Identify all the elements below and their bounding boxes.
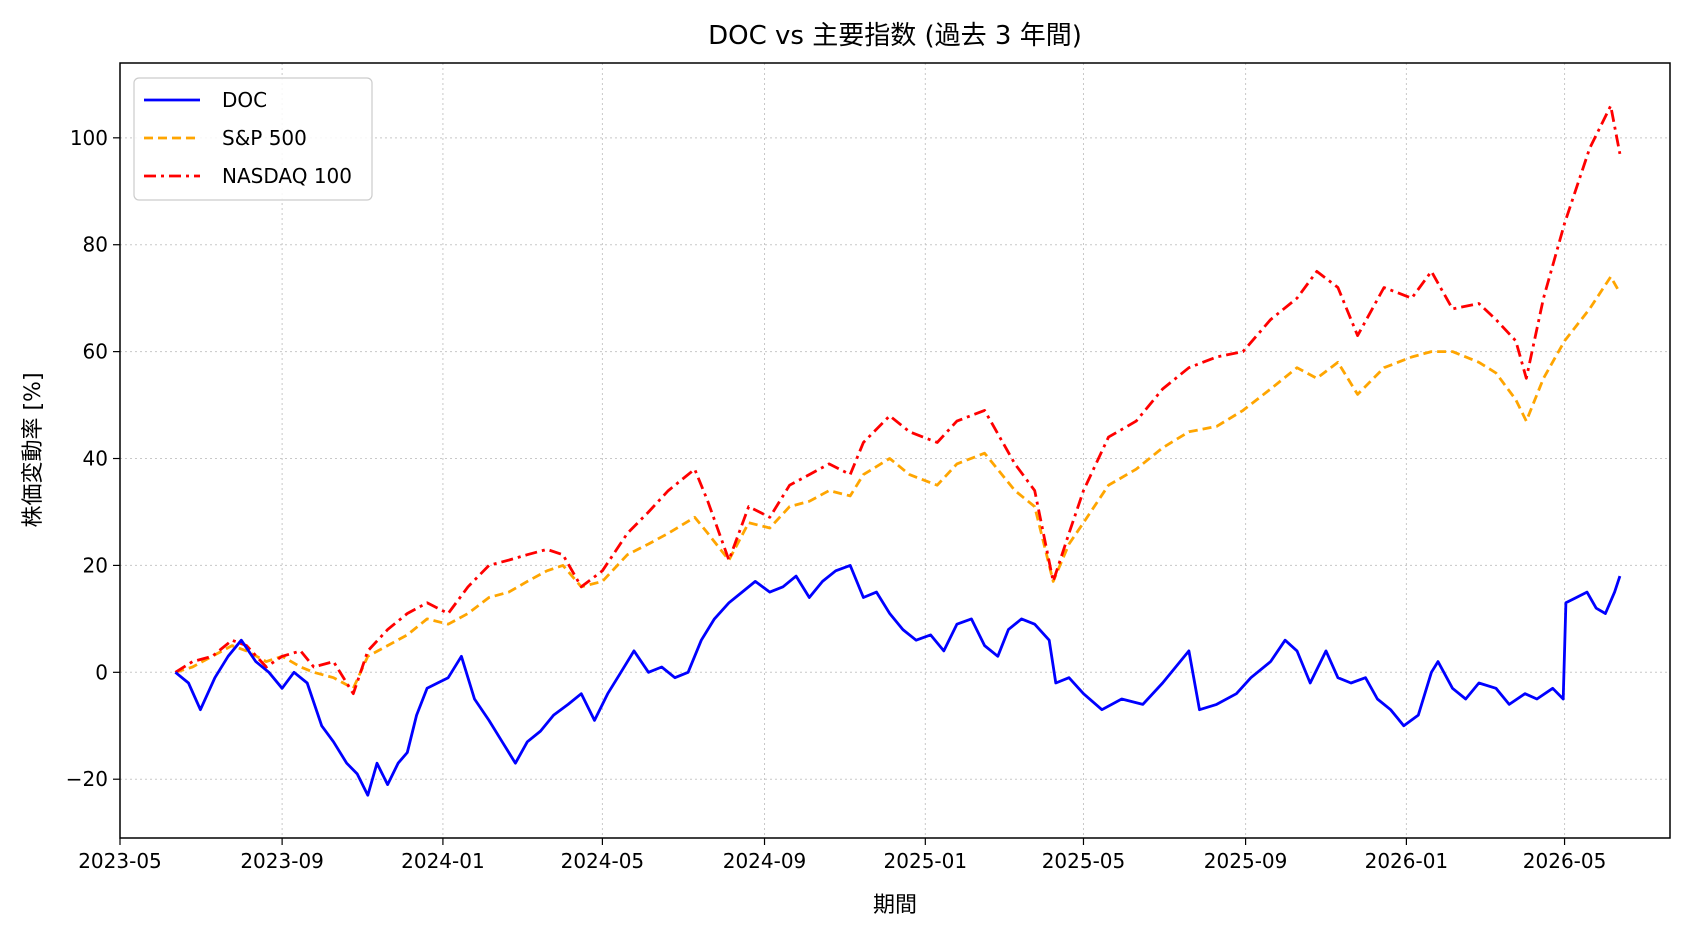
x-tick-label: 2023-05 — [78, 849, 162, 873]
legend-label: NASDAQ 100 — [222, 164, 352, 188]
x-tick-label: 2024-09 — [723, 849, 807, 873]
series-line-0 — [174, 564, 1622, 797]
y-tick-label: 100 — [70, 126, 108, 150]
y-tick-label: 0 — [95, 660, 108, 684]
y-tick-label: 20 — [83, 553, 108, 577]
legend-label: S&P 500 — [222, 126, 307, 150]
series-group — [174, 104, 1622, 797]
y-tick-label: 40 — [83, 447, 108, 471]
y-axis-title: 株価変動率 [%] — [21, 372, 46, 527]
x-tick-label: 2025-01 — [884, 849, 968, 873]
x-tick-label: 2023-09 — [240, 849, 324, 873]
x-tick-label: 2025-09 — [1204, 849, 1288, 873]
legend: DOC S&P 500 NASDAQ 100 — [133, 77, 373, 201]
x-tick-label: 2024-01 — [401, 849, 485, 873]
x-axis-title: 期間 — [873, 893, 917, 918]
chart-title: DOC vs 主要指数 (過去 3 年間) — [708, 21, 1082, 51]
grid — [119, 63, 1670, 838]
x-tick-label: 2026-05 — [1523, 849, 1607, 873]
y-tick-label: −20 — [66, 767, 108, 791]
series-line-2 — [174, 104, 1622, 696]
y-tick-label: 60 — [83, 340, 108, 364]
x-tick-label: 2025-05 — [1042, 849, 1126, 873]
legend-label: DOC — [222, 88, 267, 112]
ticks: −20 0 20 40 60 80 100 2023-05 2023-09 2024-01 2024… — [66, 126, 1607, 873]
plot-frame — [119, 62, 1671, 839]
x-tick-label: 2024-05 — [561, 849, 645, 873]
y-tick-label: 80 — [83, 233, 108, 257]
series-line-1 — [174, 275, 1622, 690]
legend-box — [133, 77, 373, 201]
x-tick-label: 2026-01 — [1365, 849, 1449, 873]
